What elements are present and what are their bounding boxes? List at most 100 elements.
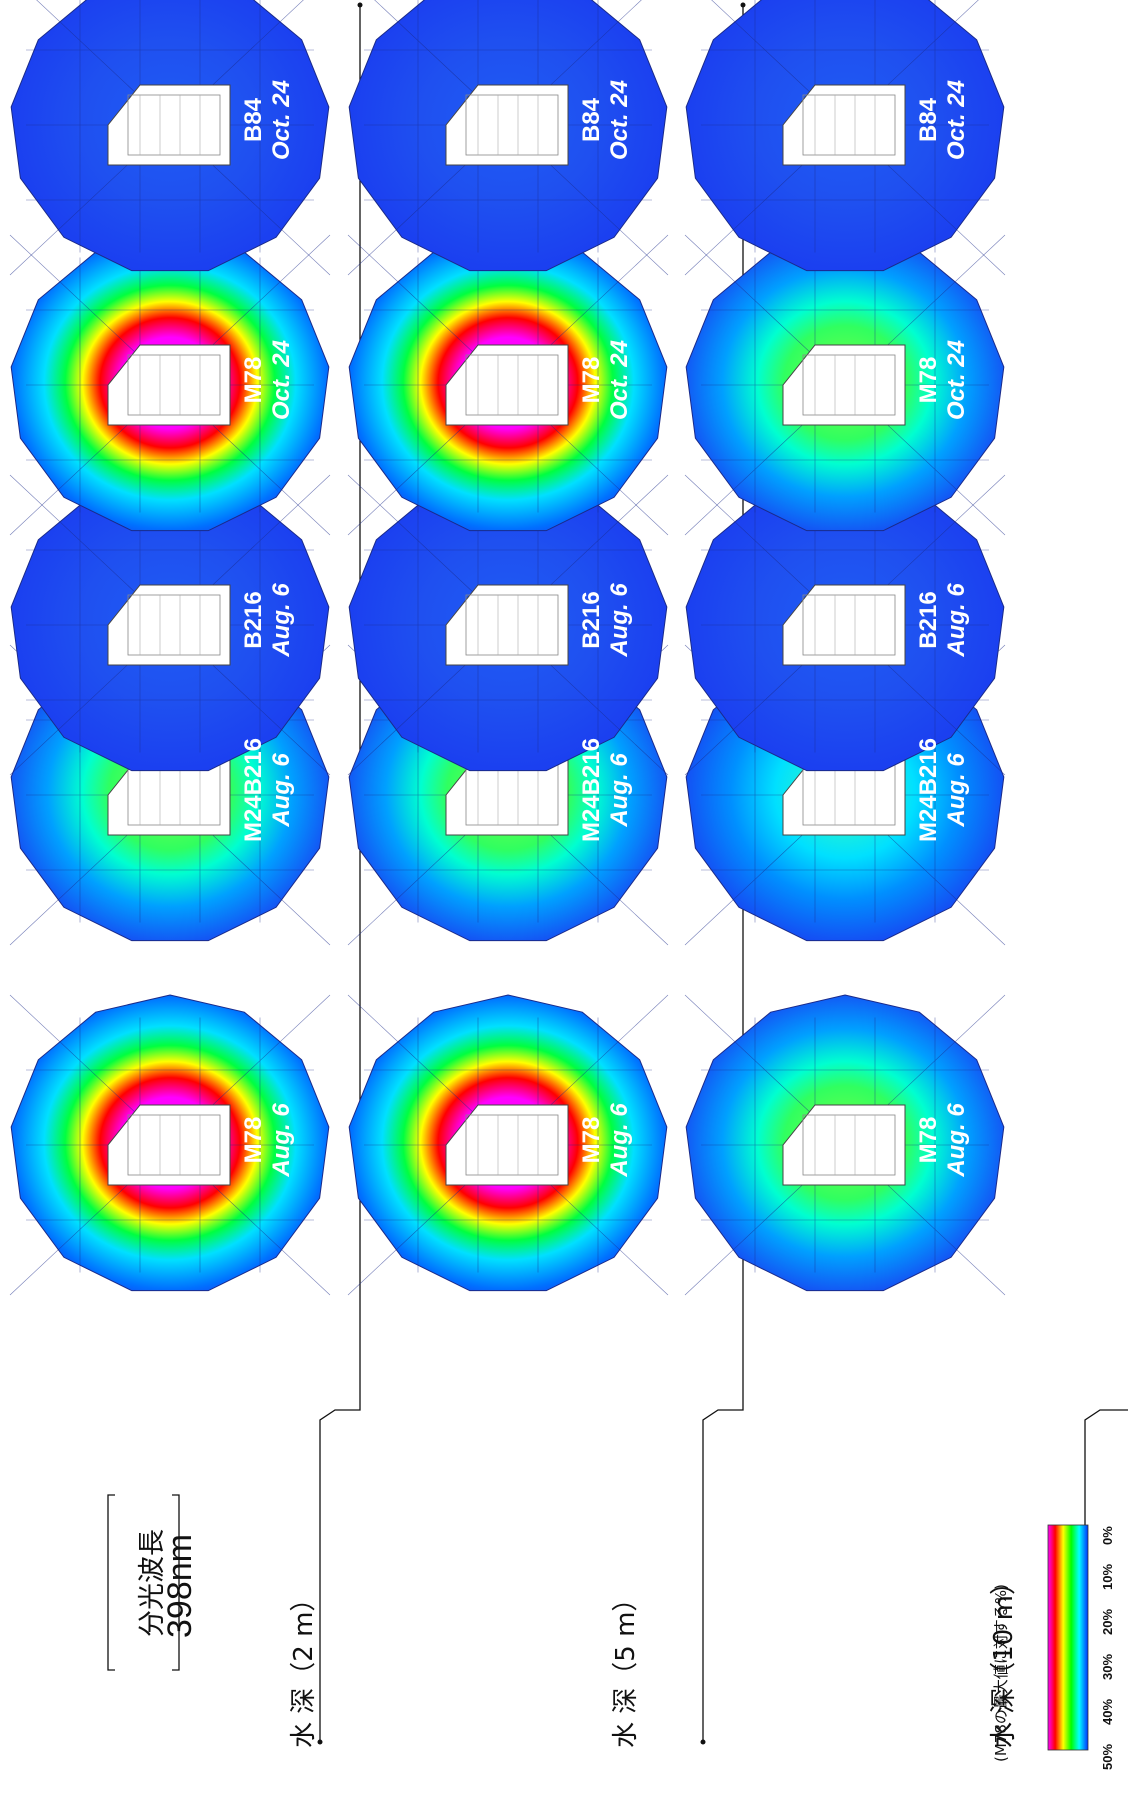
sample-date: Aug. 6 [943, 753, 970, 827]
station-name: M24B216 [915, 737, 942, 843]
plot-panel [9, 0, 331, 276]
plot-panel [684, 994, 1006, 1296]
ship-outline [445, 84, 569, 166]
ship-deck [127, 594, 221, 656]
station-name: M78 [240, 1116, 267, 1164]
wavelength-title-line2: 398nm [161, 1534, 199, 1638]
ship-deck [802, 94, 896, 156]
sample-date: Oct. 24 [268, 339, 295, 421]
colorbar-tick-label: 20% [1100, 1608, 1115, 1635]
depth-label-5m: 水 深（5 m） [611, 1585, 641, 1748]
station-name: M78 [915, 356, 942, 404]
plot-label: M24B216 Aug. 6 [578, 720, 638, 860]
station-name: M78 [578, 1116, 605, 1164]
colorbar-tick-label: 40% [1100, 1698, 1115, 1725]
plot-panel [9, 234, 331, 536]
plot-panel [9, 474, 331, 776]
plot-panel [684, 0, 1006, 276]
station-name: M78 [240, 356, 267, 404]
ship-deck [127, 354, 221, 416]
separator-dot [700, 1739, 706, 1745]
ship-outline [782, 1104, 906, 1186]
plot-label: B216 Aug. 6 [915, 550, 975, 690]
separator-dot [357, 2, 363, 8]
ship-outline [107, 1104, 231, 1186]
sample-date: Aug. 6 [943, 1103, 970, 1177]
plot-panel [9, 994, 331, 1296]
plot-panel [347, 234, 669, 536]
station-name: M78 [578, 356, 605, 404]
plot-label: M78 Oct. 24 [915, 310, 975, 450]
wavelength-value: 398nm [160, 1481, 200, 1691]
plot-panel [684, 474, 1006, 776]
plot-label: B84 Oct. 24 [240, 50, 300, 190]
ship-outline [445, 344, 569, 426]
plot-grid [9, 0, 1006, 1296]
colorbar-tick-label: 0% [1100, 1526, 1115, 1545]
sample-date: Aug. 6 [268, 1103, 295, 1177]
plot-panel [347, 0, 669, 276]
plot-label: M24B216 Aug. 6 [240, 720, 300, 860]
colorbar-tick-label: 30% [1100, 1653, 1115, 1680]
ship-outline [107, 584, 231, 666]
title-bracket-left [107, 1494, 115, 1671]
plot-label: M78 Aug. 6 [240, 1070, 300, 1210]
station-name: B84 [915, 97, 942, 143]
ship-deck [802, 354, 896, 416]
row-separator-2 [702, 5, 744, 1740]
station-name: M24B216 [578, 737, 605, 843]
sample-date: Oct. 24 [943, 339, 970, 421]
ship-outline [107, 344, 231, 426]
sample-date: Oct. 24 [606, 79, 633, 161]
title-bracket-right [172, 1494, 180, 1671]
ship-deck [465, 1114, 559, 1176]
ship-outline [782, 344, 906, 426]
station-name: M24B216 [240, 737, 267, 843]
ship-outline [445, 1104, 569, 1186]
sample-date: Aug. 6 [606, 1103, 633, 1177]
depth-label-2m: 水 深（2 m） [289, 1585, 319, 1748]
station-name: B216 [240, 591, 267, 649]
colorbar-frame [1047, 1524, 1089, 1751]
station-name: M78 [915, 1116, 942, 1164]
sample-date: Aug. 6 [943, 583, 970, 657]
colorbar [1048, 1525, 1088, 1750]
station-name: B84 [578, 97, 605, 143]
ship-outline [782, 584, 906, 666]
ship-deck [127, 94, 221, 156]
ship-deck [802, 1114, 896, 1176]
plot-label: M78 Aug. 6 [915, 1070, 975, 1210]
ship-deck [802, 594, 896, 656]
ship-deck [465, 94, 559, 156]
separator-dot [317, 1739, 323, 1745]
station-name: B216 [578, 591, 605, 649]
plot-label: B216 Aug. 6 [578, 550, 638, 690]
ship-outline [782, 84, 906, 166]
ship-deck [465, 354, 559, 416]
plot-label: M78 Aug. 6 [578, 1070, 638, 1210]
plot-label: B216 Aug. 6 [240, 550, 300, 690]
colorbar-tick-label: 10% [1100, 1563, 1115, 1590]
separator-dot [740, 2, 746, 8]
station-name: B216 [915, 591, 942, 649]
ship-outline [107, 84, 231, 166]
ship-deck [465, 594, 559, 656]
sample-date: Oct. 24 [268, 79, 295, 161]
sample-date: Aug. 6 [268, 583, 295, 657]
plot-label: M78 Oct. 24 [578, 310, 638, 450]
plot-panel [347, 994, 669, 1296]
row-separator-1 [319, 5, 361, 1740]
ship-deck [127, 1114, 221, 1176]
plot-panel [684, 234, 1006, 536]
plot-label: M24B216 Aug. 6 [915, 720, 975, 860]
plot-panel [347, 474, 669, 776]
plot-label: M78 Oct. 24 [240, 310, 300, 450]
station-name: B84 [240, 97, 267, 143]
sample-date: Aug. 6 [606, 753, 633, 827]
sample-date: Aug. 6 [606, 583, 633, 657]
plot-label: B84 Oct. 24 [578, 50, 638, 190]
ship-outline [445, 584, 569, 666]
colorbar-tick-label: 50% [1100, 1743, 1115, 1770]
